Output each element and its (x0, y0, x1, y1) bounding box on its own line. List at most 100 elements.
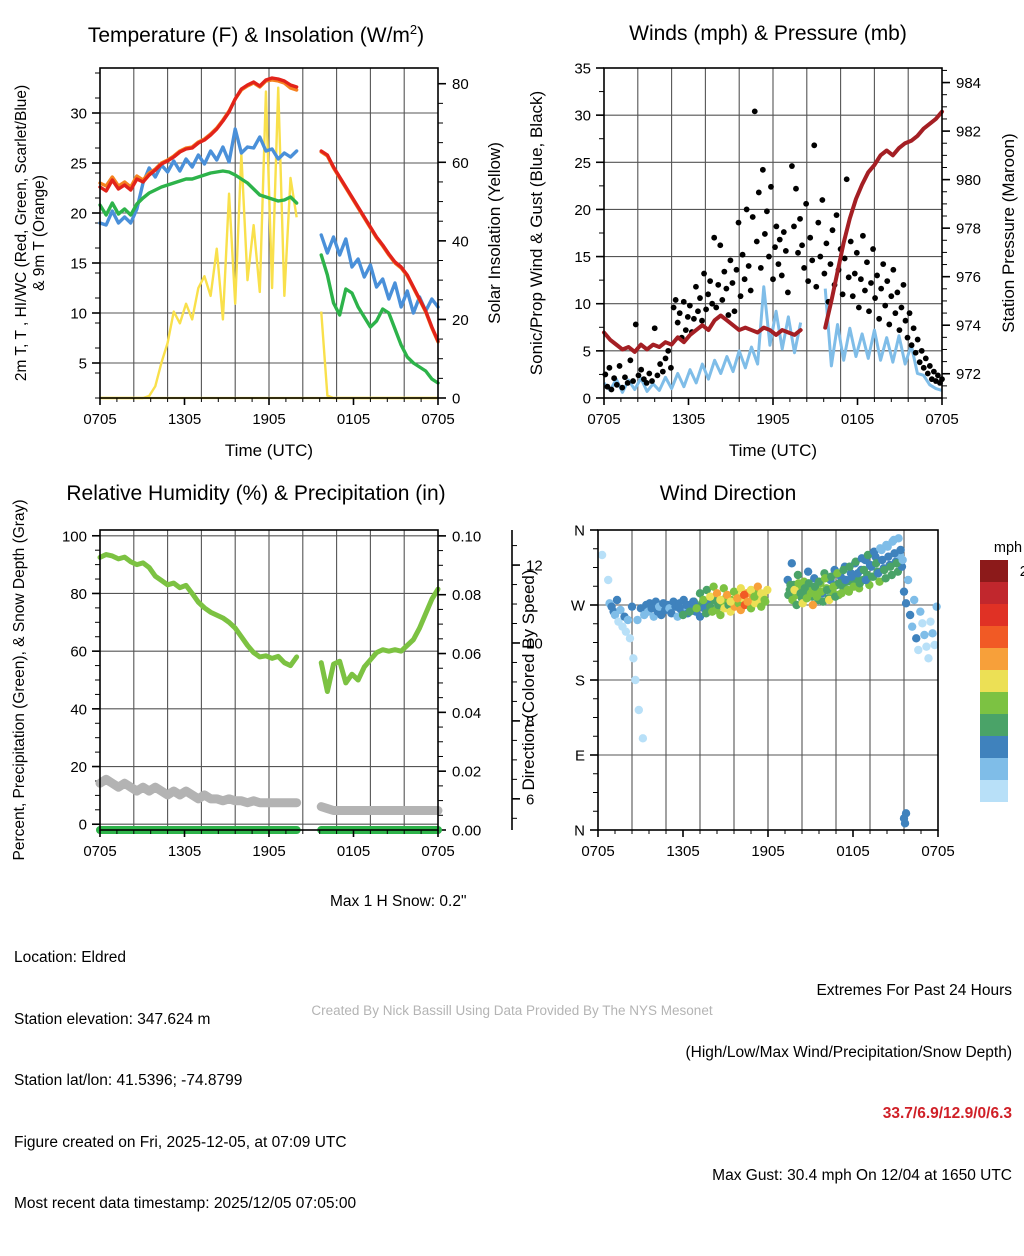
gust-point (660, 369, 666, 375)
svg-text:15: 15 (70, 256, 87, 273)
svg-text:0.10: 0.10 (452, 528, 481, 545)
gust-point (636, 372, 642, 378)
temperature-ylabel: 2m T, T , HI/WC (Red, Green, Scarlet/Blu… (13, 85, 48, 381)
svg-text:1305: 1305 (168, 411, 201, 428)
gust-point (695, 308, 701, 314)
svg-text:20: 20 (452, 312, 469, 329)
svg-text:0105: 0105 (836, 843, 869, 860)
direction-point (922, 642, 930, 650)
colorbar-swatch (980, 648, 1008, 670)
direction-point (624, 616, 632, 624)
gust-point (752, 108, 758, 114)
gust-point (815, 220, 821, 226)
gust-point (730, 280, 736, 286)
svg-text:2m T, T , HI/WC (Red, Green, S: 2m T, T , HI/WC (Red, Green, Scarlet/Blu… (13, 85, 30, 381)
direction-point (900, 587, 908, 595)
gust-point (719, 297, 725, 303)
gust-point (781, 229, 787, 235)
gust-point (683, 327, 689, 333)
gust-point (762, 231, 768, 237)
gust-point (813, 284, 819, 290)
gust-point (721, 269, 727, 275)
gust-point (860, 233, 866, 239)
gust-point (750, 214, 756, 220)
gust-point (646, 371, 652, 377)
svg-text:60: 60 (70, 644, 87, 661)
direction-point (788, 559, 796, 567)
gust-point (856, 305, 862, 311)
gust-point (927, 363, 933, 369)
gust-point (713, 305, 719, 311)
gust-point (685, 314, 691, 320)
gust-point (870, 246, 876, 252)
gust-point (840, 291, 846, 297)
gust-point (754, 239, 760, 245)
gust-point (811, 142, 817, 148)
gust-point (707, 278, 713, 284)
direction-point (928, 629, 936, 637)
gust-point (882, 303, 888, 309)
gust-point (715, 282, 721, 288)
gust-point (693, 284, 699, 290)
direction-point (894, 534, 902, 542)
svg-text:0: 0 (452, 391, 460, 408)
gust-point (795, 250, 801, 256)
gust-point (758, 265, 764, 271)
svg-text:0.00: 0.00 (452, 823, 481, 840)
svg-text:1305: 1305 (666, 843, 699, 860)
gust-point (734, 267, 740, 273)
gust-point (903, 318, 909, 324)
gust-point (793, 186, 799, 192)
gust-point (697, 295, 703, 301)
svg-text:N: N (574, 523, 585, 540)
direction-point (924, 654, 932, 662)
gust-point (756, 190, 762, 196)
gust-point (805, 278, 811, 284)
colorbar-swatch (980, 560, 1008, 582)
direction-point (598, 551, 606, 559)
direction-point (716, 596, 724, 604)
svg-text:984: 984 (956, 75, 981, 92)
humidity-chart: 0204060801000.000.020.040.060.080.106810… (0, 470, 512, 900)
gust-point (776, 261, 782, 267)
svg-text:35: 35 (574, 61, 591, 78)
gust-point (668, 365, 674, 371)
svg-text:0.02: 0.02 (452, 764, 481, 781)
gust-point (907, 310, 913, 316)
station-info: Location: Eldred Station elevation: 347.… (14, 907, 356, 1256)
direction-point (898, 556, 906, 564)
svg-text:0105: 0105 (841, 411, 874, 428)
gust-point (630, 378, 636, 384)
gust-point (830, 227, 836, 233)
svg-text:1905: 1905 (252, 411, 285, 428)
svg-text:20: 20 (70, 206, 87, 223)
gust-point (848, 239, 854, 245)
svg-text:1305: 1305 (672, 411, 705, 428)
gust-point (649, 378, 655, 384)
direction-point (901, 819, 909, 827)
gust-point (703, 306, 709, 312)
gust-point (919, 348, 925, 354)
gust-point (675, 320, 681, 326)
latlon-label: Station lat/lon: 41.5396; -74.8799 (14, 1071, 356, 1092)
gust-point (705, 291, 711, 297)
gust-point (725, 312, 731, 318)
gust-point (768, 184, 774, 190)
direction-point (804, 567, 812, 575)
colorbar-swatch (980, 736, 1008, 758)
winds-y2label: Station Pressure (Maroon) (999, 133, 1018, 332)
gust-point (921, 365, 927, 371)
gust-point (657, 361, 663, 367)
direction-point (908, 622, 916, 630)
svg-text:100: 100 (62, 528, 87, 545)
gust-point (876, 316, 882, 322)
svg-text:0705: 0705 (581, 843, 614, 860)
gust-point (744, 207, 750, 213)
gust-point (770, 276, 776, 282)
svg-text:0.04: 0.04 (452, 705, 481, 722)
svg-text:N: N (574, 823, 585, 840)
gust-point (617, 363, 623, 369)
